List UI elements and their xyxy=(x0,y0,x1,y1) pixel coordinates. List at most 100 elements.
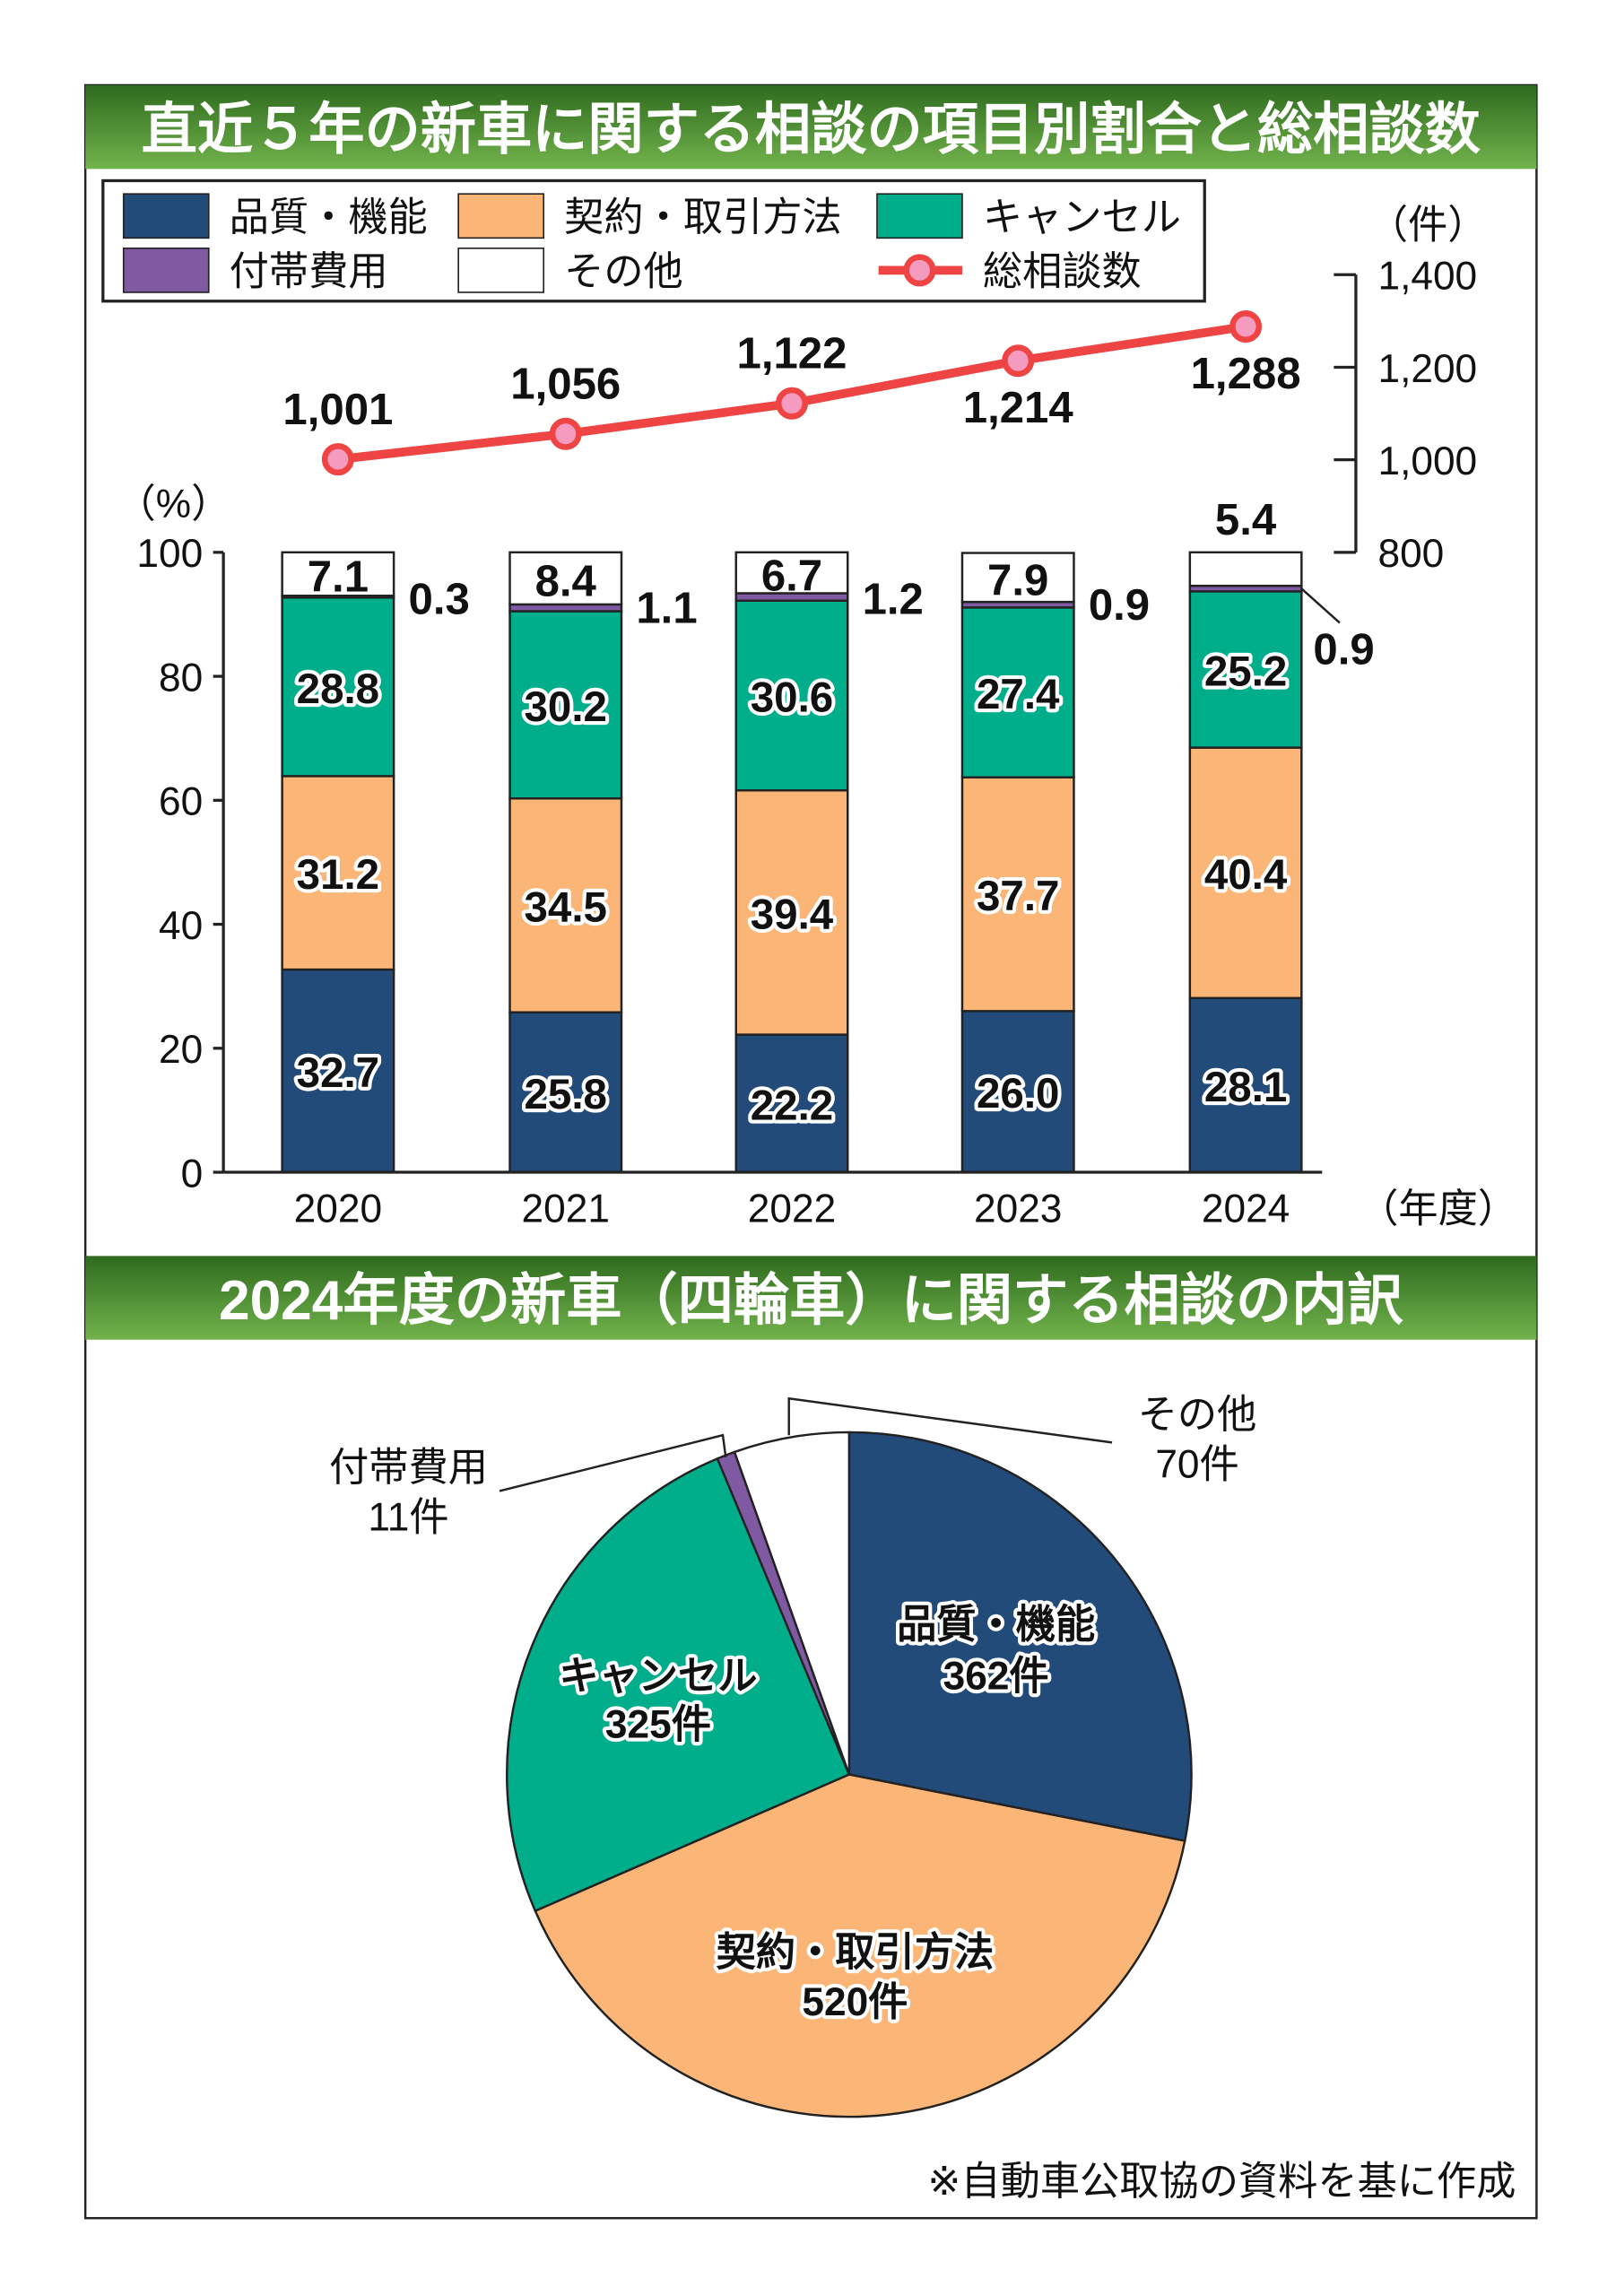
total-label: 1,288 xyxy=(1191,350,1301,398)
y2-tick-label: 1,400 xyxy=(1377,255,1477,299)
bar-cancel-2023 xyxy=(960,606,1075,778)
bar-label-other: 6.7 xyxy=(761,552,822,600)
bar-quality-2024 xyxy=(1188,996,1303,1174)
pie-slice-other xyxy=(733,1431,851,1775)
bar-other-2022 xyxy=(734,551,849,595)
bar-contract-2023 xyxy=(960,776,1075,1013)
bar-other-2020 xyxy=(281,551,395,597)
bar-label-quality: 26.0 xyxy=(977,1070,1059,1118)
y-tick-label: 80 xyxy=(159,656,203,700)
title-band-1 xyxy=(85,84,1537,170)
bar-label-quality: 22.2 xyxy=(751,1082,833,1129)
bar-label-other: 8.4 xyxy=(535,558,597,606)
bar-quality-2023 xyxy=(960,1010,1075,1174)
legend-swatch-cancel xyxy=(876,193,963,239)
leader-other xyxy=(787,1396,1113,1444)
pie-slice-contract xyxy=(534,1773,1186,2118)
pie-label-cancel-name: キャンセル xyxy=(559,1655,757,1699)
total-marker xyxy=(321,443,354,476)
title-band-2 xyxy=(85,1256,1537,1340)
bar-label-quality: 28.1 xyxy=(1204,1064,1287,1111)
pie-labels: 品質・機能 362件 契約・取引方法 520件 キャンセル 325件 付帯費用 … xyxy=(329,1393,1257,2028)
x-tick-label: 2022 xyxy=(748,1187,836,1231)
legend-marker-total xyxy=(903,254,936,287)
legend-label-accessory: 付帯費用 xyxy=(230,250,388,294)
bar-contract-2020 xyxy=(281,775,395,971)
legend-swatch-other xyxy=(457,247,545,293)
footnote: ※自動車公取協の資料を基に作成 xyxy=(927,2160,1516,2204)
pie-label-contract-value: 520件 xyxy=(802,1980,908,2024)
legend: 品質・機能 契約・取引方法 キャンセル 付帯費用 その他 総相談数 xyxy=(101,178,1206,303)
pie-label-other-name: その他 xyxy=(1138,1393,1257,1437)
total-label: 1,056 xyxy=(510,360,621,408)
total-marker xyxy=(1229,310,1263,344)
legend-swatch-accessory xyxy=(122,247,210,293)
chart-title-1: 直近５年の新車に関する相談の項目別割合と総相談数 xyxy=(142,99,1481,161)
x-tick-label: 2021 xyxy=(522,1187,610,1231)
x-tick-label: 2023 xyxy=(974,1187,1062,1231)
y-tick-label: 0 xyxy=(181,1152,204,1196)
bar-label-cancel: 30.6 xyxy=(751,674,833,722)
bar-other-2021 xyxy=(508,551,623,606)
bar-contract-2021 xyxy=(508,797,623,1013)
y-axis-label: （%） xyxy=(117,483,231,526)
legend-label-other: その他 xyxy=(564,250,683,294)
bar-contract-2022 xyxy=(734,789,849,1036)
pie-label-contract-name: 契約・取引方法 xyxy=(717,1930,995,1974)
y2-tick-label: 800 xyxy=(1377,532,1444,576)
bar-label-other: 7.9 xyxy=(987,556,1048,604)
pie-label-other-value: 70件 xyxy=(1155,1443,1238,1487)
total-marker xyxy=(1002,344,1035,378)
x-tick-label: 2020 xyxy=(294,1187,382,1231)
legend-label-contract: 契約・取引方法 xyxy=(564,196,842,239)
bar-cancel-2024 xyxy=(1188,590,1303,749)
bar-label-quality: 32.7 xyxy=(297,1049,379,1097)
bar-label-cancel: 30.2 xyxy=(525,683,607,731)
y2-tick-label: 1,000 xyxy=(1377,439,1477,483)
bar-label-accessory: 0.9 xyxy=(1313,625,1374,674)
y-tick-label: 40 xyxy=(159,904,203,948)
legend-swatch-contract xyxy=(457,193,545,239)
bar-label-contract: 40.4 xyxy=(1204,851,1288,899)
bar-label-contract: 37.7 xyxy=(977,873,1059,920)
bar-label-cancel: 25.2 xyxy=(1204,648,1287,695)
bar-label-accessory: 1.2 xyxy=(863,576,924,624)
bar-label-other: 5.4 xyxy=(1215,496,1277,544)
total-marker xyxy=(549,417,582,450)
pie-label-quality-value: 362件 xyxy=(943,1655,1049,1699)
bar-label-contract: 34.5 xyxy=(525,883,607,931)
total-label: 1,214 xyxy=(963,384,1074,432)
pie-slice-quality xyxy=(847,1431,1193,1842)
bar-label-cancel: 28.8 xyxy=(297,665,379,713)
pie-label-accessory-value: 11件 xyxy=(368,1496,448,1540)
y-tick-label: 100 xyxy=(136,532,203,576)
total-label: 1,122 xyxy=(737,329,847,378)
legend-label-quality: 品質・機能 xyxy=(230,196,428,239)
leader-accessory xyxy=(499,1433,727,1492)
total-label: 1,001 xyxy=(282,386,393,434)
bar-cancel-2022 xyxy=(734,599,849,792)
bar-label-accessory: 0.3 xyxy=(408,576,469,624)
pie-label-quality-name: 品質・機能 xyxy=(897,1603,1095,1647)
bar-label-cancel: 27.4 xyxy=(977,671,1060,718)
bar-label-accessory: 0.9 xyxy=(1089,581,1150,630)
bar-quality-2020 xyxy=(281,968,395,1174)
total-marker xyxy=(775,387,808,420)
bar-cancel-2020 xyxy=(281,596,395,778)
y-tick-label: 20 xyxy=(159,1028,203,1072)
legend-swatch-quality xyxy=(122,193,210,239)
x-axis-label: （年度） xyxy=(1359,1187,1517,1231)
bar-contract-2024 xyxy=(1188,746,1303,1000)
chart-title-2: 2024年度の新車（四輪車）に関する相談の内訳 xyxy=(219,1269,1403,1332)
bar-other-2024 xyxy=(1188,551,1303,587)
legend-label-total: 総相談数 xyxy=(983,250,1142,294)
y2-axis-label: （件） xyxy=(1368,203,1488,247)
bar-cancel-2021 xyxy=(508,610,623,800)
bar-other-2023 xyxy=(960,552,1075,604)
leader-accessory-2024 xyxy=(1300,587,1341,624)
bar-label-other: 7.1 xyxy=(308,553,369,602)
y-tick-label: 60 xyxy=(159,780,203,824)
bar-label-quality: 25.8 xyxy=(525,1071,607,1118)
x-tick-label: 2024 xyxy=(1202,1187,1290,1231)
